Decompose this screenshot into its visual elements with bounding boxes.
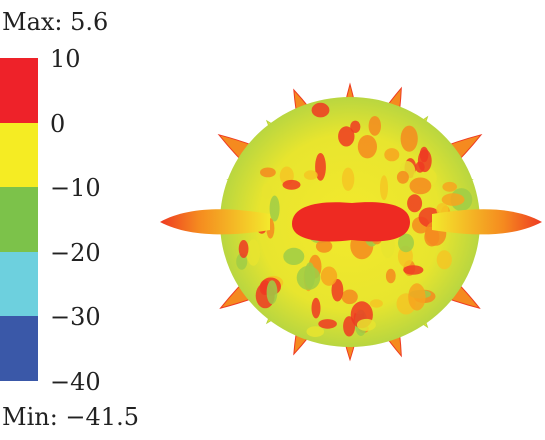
surface-lobe xyxy=(350,120,361,133)
surface-lobe xyxy=(331,278,344,302)
surface-lobe xyxy=(283,247,305,265)
surface-lobe xyxy=(368,116,381,136)
main-lobe-band xyxy=(292,202,410,242)
surface-lobe xyxy=(303,170,318,180)
surface-lobe xyxy=(269,195,280,222)
surface-lobe xyxy=(315,239,333,253)
surface-lobe xyxy=(380,175,388,201)
min-label: Min: −41.5 xyxy=(2,403,139,431)
surface-lobe xyxy=(356,318,376,331)
surface-lobe xyxy=(400,125,418,152)
surface-lobe xyxy=(238,240,249,258)
max-label: Max: 5.6 xyxy=(2,8,109,36)
surface-lobe xyxy=(436,250,452,270)
surface-lobe xyxy=(266,280,278,305)
surface-lobe xyxy=(369,299,383,308)
surface-lobe xyxy=(384,148,400,162)
tick-label: 10 xyxy=(50,45,81,73)
surface-lobe xyxy=(403,265,424,275)
surface-lobe xyxy=(442,181,458,192)
side-lobe-right xyxy=(432,209,542,235)
surface-lobe xyxy=(424,227,440,247)
surface-lobe xyxy=(296,265,321,290)
surface-lobe xyxy=(396,170,409,184)
tick-label: −30 xyxy=(50,303,101,331)
colorbar-band xyxy=(0,251,38,317)
surface-lobe xyxy=(306,326,325,337)
surface-lobe xyxy=(261,183,272,200)
tick-label: −10 xyxy=(50,174,101,202)
tick-label: 0 xyxy=(50,110,66,138)
surface-lobe xyxy=(320,266,338,286)
surface-lobe xyxy=(260,167,276,178)
surface-lobe xyxy=(282,179,301,190)
tick-label: −40 xyxy=(50,368,101,396)
tick-label: −20 xyxy=(50,239,101,267)
surface-lobe xyxy=(315,153,326,181)
surface-lobe xyxy=(417,149,432,173)
colorbar-band xyxy=(0,58,38,124)
surface-lobe xyxy=(385,268,396,284)
surface-lobe xyxy=(341,289,358,305)
surface-lobe xyxy=(441,193,465,206)
surface-lobe xyxy=(398,233,414,253)
colorbar-band xyxy=(0,187,38,253)
surface-lobe xyxy=(311,102,330,118)
colorbar xyxy=(0,58,38,382)
surface-lobe xyxy=(311,297,321,319)
surface-lobe xyxy=(407,194,423,213)
surface-lobe xyxy=(357,135,377,159)
surface-lobe xyxy=(246,239,260,266)
surface-lobe xyxy=(408,283,426,311)
side-lobe-left xyxy=(160,209,270,235)
surface-lobe xyxy=(338,126,355,147)
surface-lobe xyxy=(318,319,337,329)
surface-lobe xyxy=(409,177,432,195)
surface-lobe xyxy=(341,167,355,191)
colorbar-band xyxy=(0,316,38,382)
colorbar-band xyxy=(0,122,38,188)
surface-lobe xyxy=(343,316,356,337)
